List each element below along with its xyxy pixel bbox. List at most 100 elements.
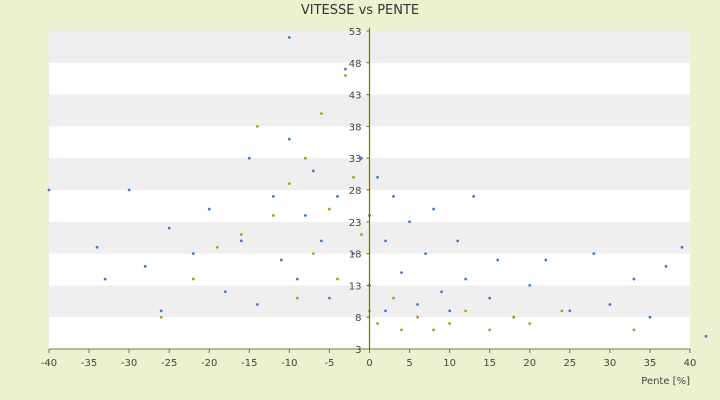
- data-point: [328, 296, 331, 300]
- data-point: [424, 252, 427, 256]
- x-tick-label: 0: [366, 358, 372, 369]
- data-point: [416, 303, 419, 306]
- x-tick-label: -40: [41, 358, 57, 369]
- data-point: [352, 252, 355, 256]
- data-point: [312, 169, 315, 173]
- data-point: [304, 156, 307, 160]
- y-tick-label: 43: [349, 91, 362, 102]
- data-point: [392, 296, 395, 300]
- data-point: [464, 277, 468, 281]
- x-tick-label: -35: [81, 358, 97, 369]
- data-point: [400, 328, 403, 332]
- x-tick-label: 20: [523, 358, 536, 369]
- data-point: [328, 207, 331, 211]
- data-point: [287, 182, 291, 186]
- data-point: [215, 245, 219, 249]
- x-tick-label: 35: [644, 358, 657, 369]
- chart-title: VITESSE vs PENTE: [301, 3, 419, 18]
- data-point: [207, 207, 211, 211]
- data-point: [239, 233, 243, 236]
- data-point: [239, 239, 243, 243]
- data-point: [392, 194, 395, 198]
- data-point: [320, 239, 323, 243]
- y-tick-label: 53: [349, 27, 362, 38]
- data-point: [143, 264, 147, 268]
- data-point: [360, 233, 363, 236]
- data-point: [592, 252, 596, 256]
- x-tick-label: 30: [604, 358, 617, 369]
- y-tick-label: 33: [349, 154, 362, 165]
- data-point: [279, 258, 283, 262]
- data-point: [488, 328, 492, 332]
- data-point: [167, 226, 171, 230]
- data-point: [448, 309, 452, 313]
- data-point: [336, 277, 339, 281]
- y-tick-label: 38: [349, 122, 362, 133]
- data-point: [103, 277, 107, 281]
- data-point: [448, 322, 452, 325]
- data-point: [384, 239, 387, 243]
- data-point: [336, 194, 339, 198]
- data-point: [560, 309, 564, 313]
- data-point: [295, 296, 299, 300]
- data-point: [488, 296, 492, 300]
- data-point: [400, 271, 403, 275]
- data-point: [432, 207, 435, 211]
- data-point: [456, 239, 460, 243]
- data-point: [223, 290, 227, 294]
- data-point: [159, 315, 163, 319]
- data-point: [648, 315, 652, 319]
- y-tick-label: 13: [349, 281, 362, 292]
- data-point: [127, 188, 131, 192]
- data-point: [568, 309, 572, 313]
- x-tick-label: 25: [563, 358, 576, 369]
- data-point: [344, 67, 347, 71]
- data-point: [376, 322, 379, 325]
- x-tick-label: -10: [281, 358, 297, 369]
- y-tick-label: 28: [349, 186, 362, 197]
- data-point: [632, 277, 636, 281]
- x-tick-label: 5: [406, 358, 412, 369]
- x-tick-label: -20: [201, 358, 217, 369]
- data-point: [360, 156, 363, 160]
- x-axis-label: Pente [%]: [641, 376, 690, 387]
- y-tick-label: 48: [349, 59, 362, 70]
- data-point: [312, 252, 315, 256]
- y-tick-label: 8: [355, 313, 361, 324]
- data-point: [247, 156, 251, 160]
- data-point: [271, 194, 275, 198]
- data-point: [255, 303, 259, 306]
- data-point: [632, 328, 636, 332]
- data-point: [344, 74, 347, 77]
- x-tick-label: -25: [161, 358, 177, 369]
- x-tick-label: 10: [443, 358, 456, 369]
- data-point: [320, 112, 323, 116]
- data-point: [287, 35, 291, 39]
- y-tick-label: 18: [349, 250, 362, 261]
- x-tick-label: -15: [241, 358, 257, 369]
- data-point: [287, 137, 291, 141]
- x-tick-label: -5: [324, 358, 334, 369]
- x-tick-label: 15: [483, 358, 496, 369]
- data-point: [608, 303, 612, 306]
- y-tick-label: 3: [355, 345, 361, 356]
- data-point: [47, 188, 51, 192]
- data-point: [352, 175, 355, 179]
- data-point: [664, 264, 668, 268]
- data-point: [544, 258, 548, 262]
- data-point: [440, 290, 444, 294]
- data-point: [295, 277, 299, 281]
- data-point: [464, 309, 468, 313]
- data-point: [512, 315, 516, 319]
- data-point: [191, 277, 195, 281]
- data-point: [376, 175, 379, 179]
- data-point: [472, 194, 476, 198]
- data-point: [159, 309, 163, 313]
- data-point: [704, 334, 708, 338]
- data-point: [680, 245, 684, 249]
- data-point: [304, 214, 307, 217]
- y-tick-label: 23: [349, 218, 362, 229]
- data-point: [496, 258, 500, 262]
- data-point: [408, 220, 411, 224]
